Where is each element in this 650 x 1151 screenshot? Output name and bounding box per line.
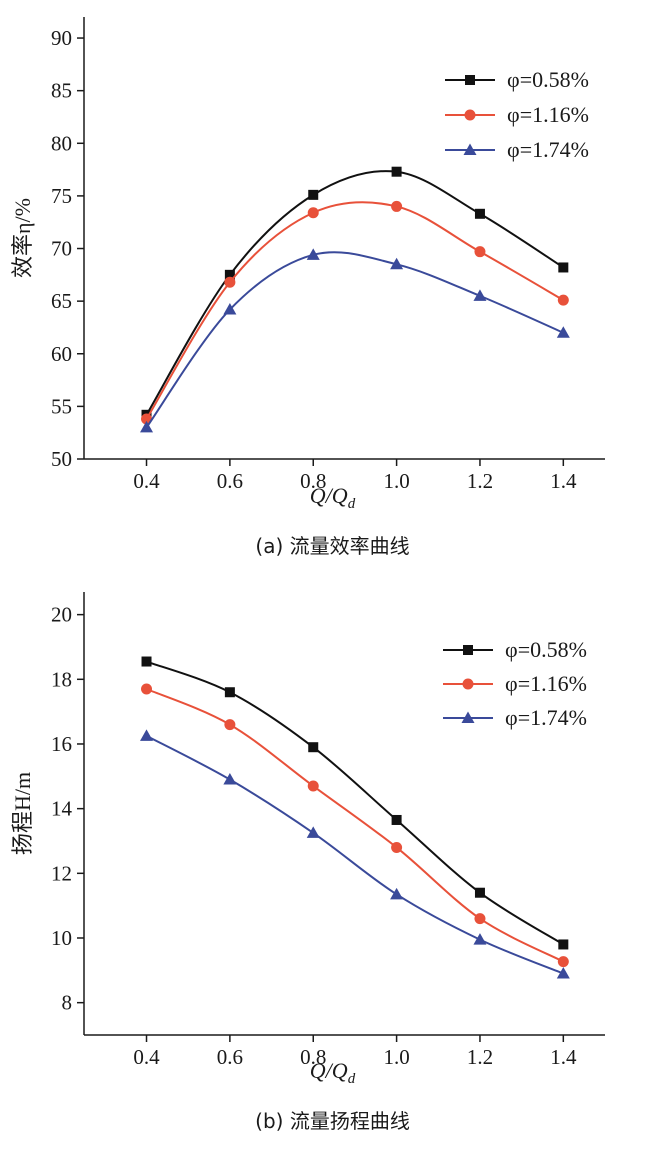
chart-caption: (b) 流量扬程曲线 [255,1109,410,1133]
legend-marker [464,109,476,121]
data-point [391,814,402,825]
data-point [557,956,569,968]
data-point [556,326,570,338]
data-point [308,189,319,200]
x-tick-label: 1.4 [550,469,577,493]
x-tick-label: 1.2 [467,469,493,493]
x-axis-label: Q/Qd [310,483,356,512]
y-tick-label: 18 [51,667,72,691]
y-tick-label: 60 [51,342,72,366]
data-point [474,913,486,925]
series-line [145,170,564,416]
y-tick-label: 14 [51,797,73,821]
x-tick-label: 1.0 [383,469,409,493]
data-point [223,303,237,315]
head-chart: 8 10 12 14 16 18 20 0.4 0.6 0.8 1.0 1.2 1.4 Q/Qd 扬程H/m… [10,592,605,1133]
legend-label: φ=1.74% [505,705,587,730]
y-tick-label: 80 [51,131,72,155]
data-point [140,729,154,741]
data-point [473,933,487,945]
y-tick-label: 85 [51,79,72,103]
y-tick-label: 90 [51,26,72,50]
y-tick-label: 10 [51,926,72,950]
data-point [141,656,152,667]
legend-label: φ=1.16% [505,671,587,696]
y-tick-label: 65 [51,289,72,313]
data-point [224,269,235,280]
legend-label: φ=1.16% [507,102,589,127]
x-tick-label: 1.0 [383,1045,409,1069]
legend-label: φ=1.74% [507,137,589,162]
x-tick-label: 0.6 [217,469,243,493]
data-point [558,262,569,273]
data-point [141,683,153,695]
data-point [307,780,319,792]
legend-marker [463,645,473,655]
data-point [391,166,402,177]
data-point [224,719,236,731]
data-point [390,887,404,900]
efficiency-chart: 50 55 60 65 70 75 80 85 90 0.4 0.6 0.8 1.0 1.2 1.4 Q/Qd… [10,17,605,558]
legend-label: φ=0.58% [507,67,589,92]
legend-marker [462,678,474,690]
data-point [306,248,320,260]
y-tick-label: 75 [51,184,72,208]
y-tick-label: 20 [51,603,72,627]
y-tick-label: 8 [62,991,73,1015]
data-point [224,276,236,288]
y-tick-label: 16 [51,732,72,756]
data-point [306,826,320,838]
data-point [224,687,235,698]
x-tick-label: 0.4 [133,469,160,493]
chart-caption: (a) 流量效率曲线 [255,534,409,558]
y-tick-label: 70 [51,237,72,261]
data-point [556,967,570,979]
legend-marker [463,143,477,155]
x-tick-label: 0.8 [300,1045,326,1069]
legend-marker [465,75,475,85]
data-point [558,939,569,950]
data-point [391,841,403,853]
series-line [145,251,564,429]
x-tick-label: 0.4 [133,1045,160,1069]
data-point [474,246,486,258]
data-point [473,289,487,301]
data-point [390,257,404,270]
x-tick-label: 0.6 [217,1045,243,1069]
y-tick-label: 55 [51,394,72,418]
x-tick-label: 1.2 [467,1045,493,1069]
legend-marker [461,711,475,723]
y-axis-label: 效率η/% [10,198,35,278]
data-point [223,773,237,785]
y-tick-label: 50 [51,447,72,471]
y-tick-label: 12 [51,861,72,885]
data-point [307,207,319,219]
data-point [474,887,485,898]
series-line [146,660,564,946]
series-line [145,201,564,420]
data-point [391,200,403,212]
data-point [308,742,319,753]
x-tick-label: 1.4 [550,1045,577,1069]
x-axis-label: Q/Qd [310,1058,356,1087]
x-tick-label: 0.8 [300,469,326,493]
series-line [146,688,564,963]
y-axis-label: 扬程H/m [10,772,35,855]
legend-label: φ=0.58% [505,637,587,662]
series-line [146,735,564,975]
data-point [474,208,485,219]
data-point [557,294,569,306]
data-point [140,420,154,433]
